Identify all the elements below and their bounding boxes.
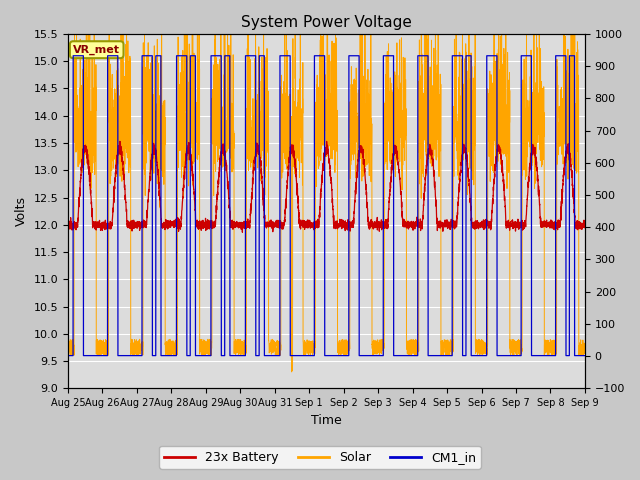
Title: System Power Voltage: System Power Voltage xyxy=(241,15,412,30)
X-axis label: Time: Time xyxy=(311,414,342,427)
Text: VR_met: VR_met xyxy=(73,45,120,55)
Legend: 23x Battery, Solar, CM1_in: 23x Battery, Solar, CM1_in xyxy=(159,446,481,469)
Y-axis label: Volts: Volts xyxy=(15,196,28,226)
